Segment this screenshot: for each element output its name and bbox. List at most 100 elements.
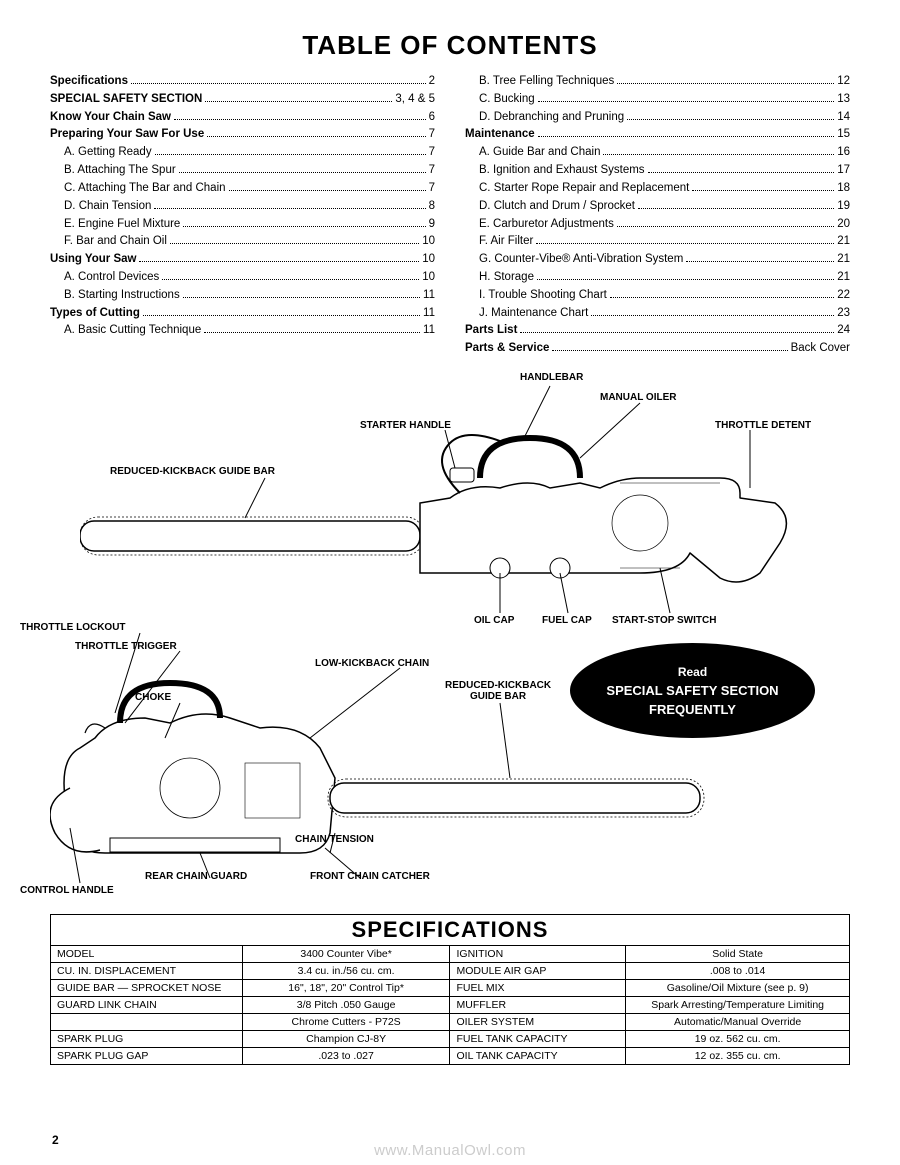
toc-page: 6 bbox=[429, 109, 435, 127]
toc-page: 15 bbox=[837, 126, 850, 144]
spec-title: SPECIFICATIONS bbox=[51, 915, 850, 946]
toc-dots bbox=[627, 119, 834, 120]
table-cell: SPARK PLUG bbox=[51, 1031, 243, 1048]
table-cell: 16", 18", 20" Control Tip* bbox=[242, 980, 450, 997]
table-cell: Gasoline/Oil Mixture (see p. 9) bbox=[626, 980, 850, 997]
toc-dots bbox=[154, 208, 425, 209]
toc-dots bbox=[179, 172, 426, 173]
table-cell: 3.4 cu. in./56 cu. cm. bbox=[242, 963, 450, 980]
toc-label: G. Counter-Vibe® Anti-Vibration System bbox=[479, 251, 683, 269]
table-cell: .023 to .027 bbox=[242, 1048, 450, 1065]
toc-dots bbox=[638, 208, 834, 209]
specifications-table: SPECIFICATIONS MODEL3400 Counter Vibe*IG… bbox=[50, 914, 850, 1065]
toc-label: A. Basic Cutting Technique bbox=[64, 322, 201, 340]
toc-dots bbox=[536, 243, 834, 244]
table-cell: 3/8 Pitch .050 Gauge bbox=[242, 997, 450, 1014]
toc-page: 21 bbox=[837, 251, 850, 269]
label-throttle-detent: THROTTLE DETENT bbox=[715, 420, 811, 431]
toc-label: D. Clutch and Drum / Sprocket bbox=[479, 198, 635, 216]
label-starter-handle: STARTER HANDLE bbox=[360, 420, 451, 431]
table-cell: .008 to .014 bbox=[626, 963, 850, 980]
toc-row: D. Debranching and Pruning 14 bbox=[465, 109, 850, 127]
toc-row: Parts List24 bbox=[465, 322, 850, 340]
toc-dots bbox=[174, 119, 426, 120]
toc-row: C. Bucking13 bbox=[465, 91, 850, 109]
toc-dots bbox=[204, 332, 420, 333]
toc-dots bbox=[552, 350, 787, 351]
page-title: TABLE OF CONTENTS bbox=[50, 30, 850, 61]
toc-row: E. Engine Fuel Mixture9 bbox=[50, 216, 435, 234]
toc-dots bbox=[686, 261, 834, 262]
toc-label: Types of Cutting bbox=[50, 305, 140, 323]
table-cell: GUIDE BAR — SPROCKET NOSE bbox=[51, 980, 243, 997]
table-row: CU. IN. DISPLACEMENT3.4 cu. in./56 cu. c… bbox=[51, 963, 850, 980]
safety-line-2: SPECIAL SAFETY SECTION bbox=[570, 683, 815, 698]
toc-row: A. Control Devices10 bbox=[50, 269, 435, 287]
label-handlebar: HANDLEBAR bbox=[520, 372, 583, 383]
toc-page: 7 bbox=[429, 144, 435, 162]
table-cell: Solid State bbox=[626, 946, 850, 963]
toc-label: Maintenance bbox=[465, 126, 535, 144]
safety-line-1: Read bbox=[570, 665, 815, 679]
toc-row: J. Maintenance Chart 23 bbox=[465, 305, 850, 323]
label-control-handle: CONTROL HANDLE bbox=[20, 885, 114, 896]
table-cell: IGNITION bbox=[450, 946, 626, 963]
table-cell: MODEL bbox=[51, 946, 243, 963]
table-row: Chrome Cutters - P72SOILER SYSTEMAutomat… bbox=[51, 1014, 850, 1031]
toc-label: B. Ignition and Exhaust Systems bbox=[479, 162, 645, 180]
toc-label: A. Control Devices bbox=[64, 269, 159, 287]
label-oil-cap: OIL CAP bbox=[474, 615, 514, 626]
toc-page: Back Cover bbox=[791, 340, 850, 358]
toc-label: J. Maintenance Chart bbox=[479, 305, 588, 323]
toc-page: 7 bbox=[429, 126, 435, 144]
toc-label: Using Your Saw bbox=[50, 251, 136, 269]
toc-dots bbox=[207, 136, 425, 137]
table-cell: 19 oz. 562 cu. cm. bbox=[626, 1031, 850, 1048]
toc-row: C. Attaching The Bar and Chain7 bbox=[50, 180, 435, 198]
toc-row: Types of Cutting11 bbox=[50, 305, 435, 323]
toc-page: 21 bbox=[837, 269, 850, 287]
table-cell: Automatic/Manual Override bbox=[626, 1014, 850, 1031]
toc-label: Parts List bbox=[465, 322, 517, 340]
toc-left-column: Specifications2SPECIAL SAFETY SECTION 3, … bbox=[50, 73, 435, 358]
toc-row: B. Attaching The Spur7 bbox=[50, 162, 435, 180]
label-low-kickback-chain: LOW-KICKBACK CHAIN bbox=[315, 658, 429, 669]
toc-label: E. Carburetor Adjustments bbox=[479, 216, 614, 234]
toc-row: Specifications2 bbox=[50, 73, 435, 91]
toc-row: H. Storage21 bbox=[465, 269, 850, 287]
table-of-contents: Specifications2SPECIAL SAFETY SECTION 3, … bbox=[50, 73, 850, 358]
toc-row: F. Air Filter21 bbox=[465, 233, 850, 251]
toc-row: B. Ignition and Exhaust Systems17 bbox=[465, 162, 850, 180]
toc-page: 23 bbox=[837, 305, 850, 323]
toc-row: Maintenance 15 bbox=[465, 126, 850, 144]
toc-label: B. Attaching The Spur bbox=[64, 162, 176, 180]
toc-label: Parts & Service bbox=[465, 340, 549, 358]
toc-row: Parts & Service Back Cover bbox=[465, 340, 850, 358]
toc-label: B. Starting Instructions bbox=[64, 287, 180, 305]
label-manual-oiler: MANUAL OILER bbox=[600, 392, 676, 403]
label-start-stop-switch: START-STOP SWITCH bbox=[612, 615, 716, 626]
toc-label: D. Debranching and Pruning bbox=[479, 109, 624, 127]
toc-dots bbox=[183, 226, 425, 227]
label-throttle-lockout: THROTTLE LOCKOUT bbox=[20, 622, 126, 633]
toc-dots bbox=[162, 279, 419, 280]
toc-label: C. Attaching The Bar and Chain bbox=[64, 180, 226, 198]
toc-page: 14 bbox=[837, 109, 850, 127]
toc-dots bbox=[170, 243, 419, 244]
toc-page: 3, 4 & 5 bbox=[395, 91, 435, 109]
toc-label: SPECIAL SAFETY SECTION bbox=[50, 91, 202, 109]
toc-dots bbox=[603, 154, 834, 155]
label-fuel-cap: FUEL CAP bbox=[542, 615, 592, 626]
toc-page: 8 bbox=[429, 198, 435, 216]
table-cell: SPARK PLUG GAP bbox=[51, 1048, 243, 1065]
toc-row: B. Tree Felling Techniques12 bbox=[465, 73, 850, 91]
toc-dots bbox=[617, 226, 834, 227]
toc-page: 18 bbox=[837, 180, 850, 198]
toc-page: 21 bbox=[837, 233, 850, 251]
safety-oval: Read SPECIAL SAFETY SECTION FREQUENTLY bbox=[570, 643, 815, 738]
toc-label: A. Guide Bar and Chain bbox=[479, 144, 600, 162]
toc-dots bbox=[205, 101, 392, 102]
table-cell: MUFFLER bbox=[450, 997, 626, 1014]
toc-row: A. Guide Bar and Chain16 bbox=[465, 144, 850, 162]
toc-dots bbox=[520, 332, 834, 333]
